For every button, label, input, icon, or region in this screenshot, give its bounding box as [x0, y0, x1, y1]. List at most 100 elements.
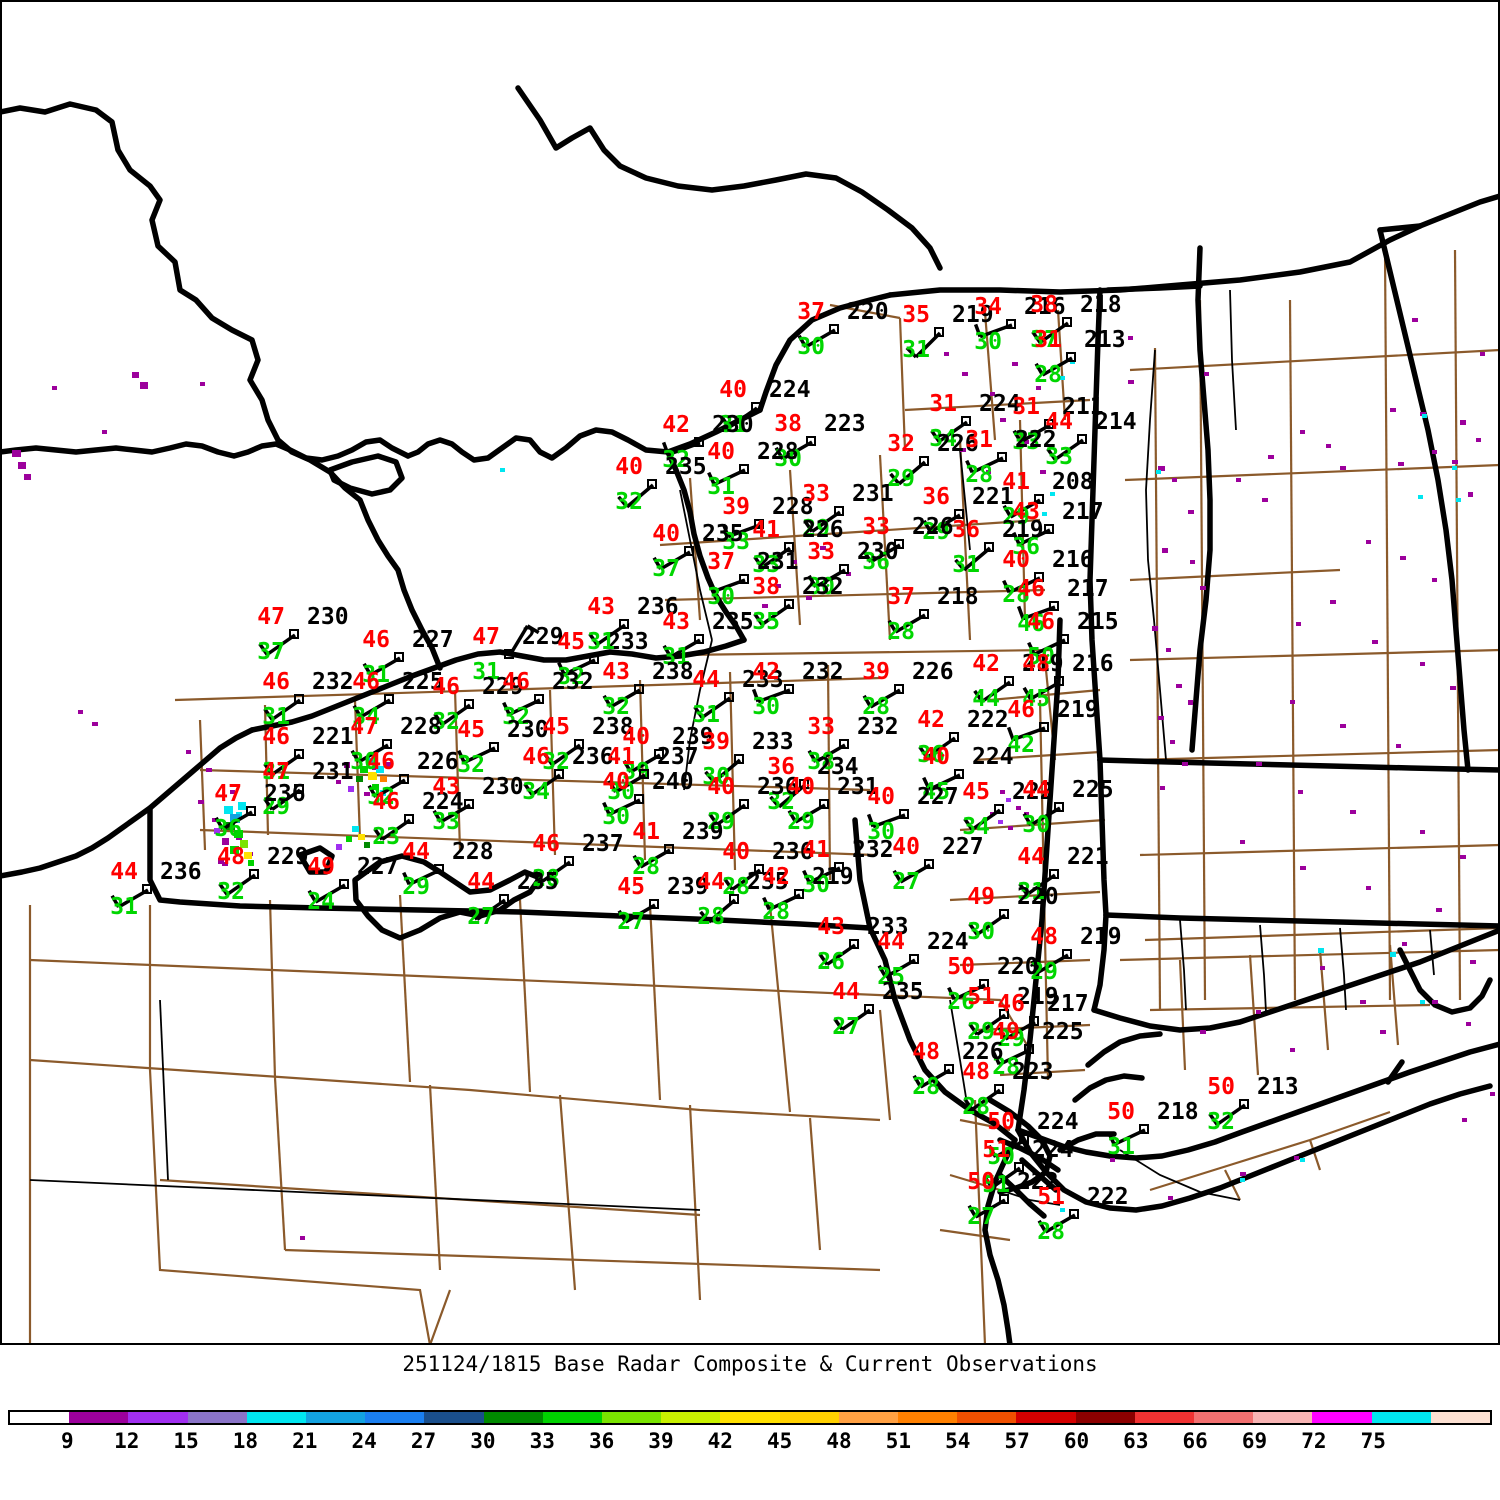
station-marker-icon	[839, 564, 849, 574]
page-title: 251124/1815 Base Radar Composite & Curre…	[402, 1352, 1098, 1376]
station-pressure: 213	[1084, 327, 1126, 353]
station-dewpoint: 23	[372, 824, 400, 850]
station-marker-icon	[734, 754, 744, 764]
station-dewpoint: 29	[967, 1019, 995, 1045]
station-temperature: 46	[997, 991, 1025, 1017]
station-dewpoint: 27	[832, 1014, 860, 1040]
station-temperature: 44	[110, 859, 138, 885]
station-dewpoint: 30	[752, 694, 780, 720]
station-temperature: 44	[1022, 777, 1050, 803]
station-temperature: 43	[587, 594, 615, 620]
station-temperature: 42	[662, 412, 690, 438]
station-pressure: 233	[867, 914, 909, 940]
station-pressure: 219	[1080, 924, 1122, 950]
station-dewpoint: 30	[350, 749, 378, 775]
colorbar-segment	[720, 1412, 780, 1423]
station-pressure: 236	[264, 781, 306, 807]
station-pressure: 223	[1012, 1059, 1054, 1085]
station-temperature: 46	[532, 831, 560, 857]
station-marker-icon	[399, 774, 409, 784]
station-marker-icon	[1044, 419, 1054, 429]
station-temperature: 41	[752, 517, 780, 543]
station-pressure: 230	[307, 604, 349, 630]
station-dewpoint: 51	[982, 1172, 1010, 1198]
station-temperature: 46	[362, 627, 390, 653]
station-pressure: 231	[852, 481, 894, 507]
station-marker-icon	[944, 1064, 954, 1074]
station-pressure: 239	[682, 819, 724, 845]
station-temperature: 46	[1017, 576, 1045, 602]
station-temperature: 46	[522, 744, 550, 770]
station-pressure: 226	[962, 1039, 1004, 1065]
station-pressure: 232	[802, 659, 844, 685]
colorbar-tick-label: 24	[351, 1429, 377, 1453]
station-temperature: 44	[692, 667, 720, 693]
station-marker-icon	[634, 684, 644, 694]
station-dewpoint: 28	[1034, 362, 1062, 388]
station-dewpoint: 25	[877, 964, 905, 990]
station-dewpoint: 36	[917, 742, 945, 768]
station-pressure: 226	[802, 517, 844, 543]
station-pressure: 238	[592, 714, 634, 740]
station-marker-icon	[1062, 949, 1072, 959]
station-pressure: 238	[652, 659, 694, 685]
station-temperature: 40	[602, 769, 630, 795]
colorbar-segment	[1075, 1412, 1135, 1423]
wind-barb-icon	[905, 331, 942, 359]
station-pressure: 208	[1052, 469, 1094, 495]
station-pressure: 227	[917, 784, 959, 810]
station-dewpoint: 32	[502, 704, 530, 730]
station-dewpoint: 30	[702, 764, 730, 790]
station-temperature: 48	[217, 844, 245, 870]
station-dewpoint: 31	[110, 894, 138, 920]
colorbar-tick-label: 69	[1241, 1429, 1268, 1453]
station-temperature: 50	[1107, 1099, 1135, 1125]
station-pressure: 236	[572, 744, 614, 770]
station-pressure: 235	[882, 979, 924, 1005]
station-pressure: 217	[1062, 499, 1104, 525]
station-temperature: 37	[887, 584, 915, 610]
colorbar-strip[interactable]	[8, 1410, 1492, 1425]
station-marker-icon	[382, 739, 392, 749]
station-temperature: 37	[797, 299, 825, 325]
station-pressure: 219	[1022, 651, 1064, 677]
station-dewpoint: 29	[802, 516, 830, 542]
station-marker-icon	[934, 327, 944, 337]
station-temperature: 31	[1034, 327, 1062, 353]
station-marker-icon	[294, 749, 304, 759]
station-dewpoint: 50	[987, 1144, 1015, 1170]
station-temperature: 40	[719, 377, 747, 403]
colorbar-tick-label: 9	[61, 1429, 74, 1453]
station-marker-icon	[919, 609, 929, 619]
colorbar-segment	[483, 1412, 543, 1423]
station-temperature: 45	[457, 717, 485, 743]
station-marker-icon	[834, 506, 844, 516]
station-pressure: 232	[552, 669, 594, 695]
station-marker-icon	[489, 742, 499, 752]
station-dewpoint: 31	[662, 644, 690, 670]
state-borders	[0, 85, 1500, 1345]
station-marker-icon	[999, 909, 1009, 919]
station-marker-icon	[554, 769, 564, 779]
station-dewpoint: 31	[262, 759, 290, 785]
colorbar-segment	[1134, 1412, 1195, 1423]
station-pressure: 220	[1017, 884, 1059, 910]
station-temperature: 48	[912, 1039, 940, 1065]
station-pressure: 232	[312, 669, 354, 695]
station-marker-icon	[1044, 524, 1054, 534]
station-dewpoint: 33	[1045, 444, 1073, 470]
map-canvas[interactable]	[0, 0, 1500, 1345]
station-temperature: 38	[774, 411, 802, 437]
station-pressure: 224	[422, 789, 464, 815]
station-marker-icon	[999, 1009, 1009, 1019]
station-dewpoint: 31	[692, 702, 720, 728]
station-marker-icon	[984, 542, 994, 552]
station-dewpoint: 28	[1037, 1219, 1065, 1245]
station-temperature: 46	[367, 749, 395, 775]
station-pressure: 214	[1095, 409, 1137, 435]
colorbar-tick-label: 75	[1360, 1429, 1386, 1453]
station-pressure: 216	[1052, 547, 1094, 573]
station-temperature: 47	[472, 624, 500, 650]
station-dewpoint: 34	[352, 704, 380, 730]
